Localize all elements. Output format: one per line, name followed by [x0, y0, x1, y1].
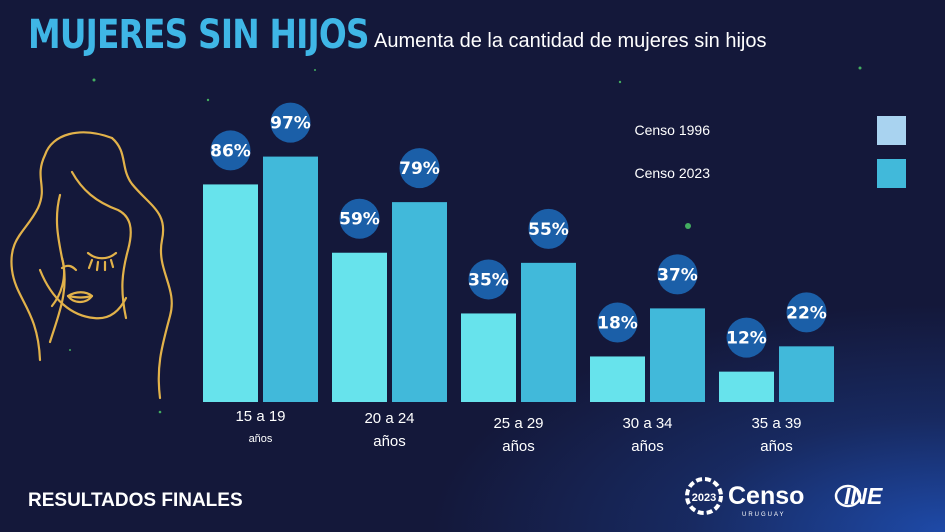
value-badge-2023-1	[399, 148, 440, 189]
footer-results-label: RESULTADOS FINALES	[28, 490, 243, 511]
value-badge-1996-3	[597, 302, 638, 343]
value-label-1996-2: 35%	[468, 270, 509, 290]
woman-face-illustration	[10, 131, 173, 400]
censo-logo: 2023 Censo URUGUAY	[685, 477, 804, 518]
value-label-2023-1: 79%	[399, 159, 440, 179]
category-label-0: 15 a 19	[235, 408, 285, 425]
bar-2023-1	[392, 202, 447, 402]
chart-subtitle: Aumenta de la cantidad de mujeres sin hi…	[374, 30, 767, 52]
decorative-stars	[69, 66, 862, 414]
ine-globe-icon	[834, 484, 862, 508]
bar-2023-4	[779, 346, 834, 402]
category-sublabel-3: años	[631, 438, 664, 455]
value-badge-1996-0	[210, 130, 251, 171]
category-sublabel-1: años	[373, 433, 406, 450]
value-labels-layer: 86% 97% 59% 79% 35% 55% 18% 37% 12% 22%	[210, 102, 827, 358]
value-label-2023-4: 22%	[786, 303, 827, 323]
page-title: MUJERES SIN HIJOS	[28, 12, 370, 58]
category-sublabel-0: años	[249, 433, 273, 445]
star-5	[158, 410, 162, 414]
bar-chart: 86% 97% 59% 79% 35% 55% 18% 37% 12% 22% 15 a 19 añ…	[69, 66, 862, 455]
bar-1996-2	[461, 313, 516, 402]
category-label-2: 25 a 29	[493, 415, 543, 432]
value-badge-2023-0	[270, 102, 311, 143]
category-label-3: 30 a 34	[622, 415, 672, 432]
category-label-1: 20 a 24	[364, 410, 414, 427]
value-label-2023-3: 37%	[657, 265, 698, 285]
star-4	[618, 80, 622, 84]
legend-swatch-1996	[877, 116, 906, 145]
legend-swatch-2023	[877, 159, 906, 188]
ine-logo: INE	[834, 483, 883, 509]
bar-1996-3	[590, 356, 645, 402]
legend-label-1996: Censo 1996	[634, 122, 710, 138]
category-labels-layer: 15 a 19 años 20 a 24 años 25 a 29 años 30 a 34…	[235, 408, 801, 455]
star-3	[685, 223, 691, 229]
bars-layer	[203, 156, 834, 402]
ine-logo-word: INE	[844, 483, 883, 509]
star-6	[69, 349, 71, 351]
value-badge-1996-1	[339, 198, 380, 239]
star-7	[314, 69, 316, 71]
value-label-1996-0: 86%	[210, 141, 251, 161]
censo-logo-word: Censo	[728, 482, 804, 510]
bar-1996-4	[719, 371, 774, 402]
legend-label-2023: Censo 2023	[634, 165, 710, 181]
star-1	[206, 98, 210, 102]
value-label-2023-0: 97%	[270, 114, 311, 134]
category-label-4: 35 a 39	[751, 415, 801, 432]
star-2	[858, 66, 862, 70]
censo-gear-icon	[685, 477, 723, 515]
value-badge-2023-3	[657, 254, 698, 295]
value-badge-2023-4	[786, 292, 827, 333]
bar-1996-0	[203, 184, 258, 402]
category-sublabel-4: años	[760, 438, 793, 455]
value-badge-2023-2	[528, 208, 569, 249]
value-label-1996-3: 18%	[597, 313, 638, 333]
bar-1996-1	[332, 252, 387, 402]
category-sublabel-2: años	[502, 438, 535, 455]
censo-logo-mark: 2023	[692, 492, 716, 504]
value-label-1996-4: 12%	[726, 329, 767, 349]
bar-2023-3	[650, 308, 705, 402]
censo-logo-sub: URUGUAY	[742, 512, 786, 518]
value-label-1996-1: 59%	[339, 210, 380, 230]
value-badge-1996-2	[468, 259, 509, 300]
value-label-2023-2: 55%	[528, 220, 569, 240]
star-0	[92, 78, 96, 82]
bar-2023-0	[263, 156, 318, 402]
value-badge-1996-4	[726, 317, 767, 358]
bar-2023-2	[521, 262, 576, 402]
